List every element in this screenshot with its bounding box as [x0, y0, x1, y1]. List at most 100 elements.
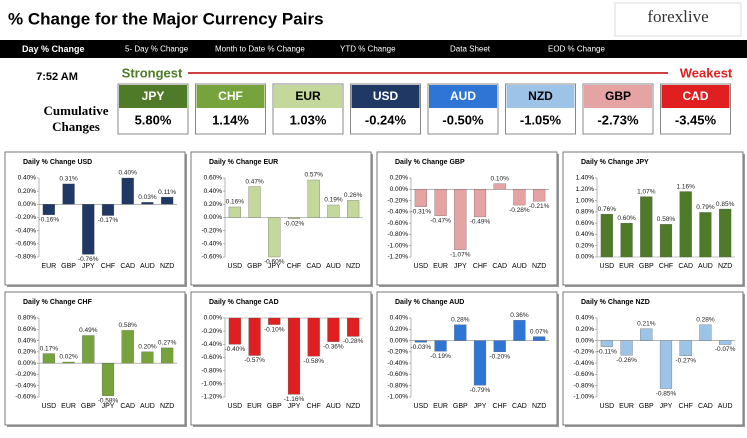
data-label: -0.16%: [39, 217, 60, 224]
data-label: -0.47%: [430, 218, 451, 225]
tile-value: -0.24%: [365, 112, 407, 127]
y-tick-label: 0.20%: [390, 175, 409, 182]
x-tick-label: NZD: [532, 263, 546, 270]
y-tick-label: 0.20%: [576, 326, 595, 333]
x-tick-label: CAD: [120, 263, 135, 270]
x-tick-label: AUD: [326, 263, 341, 270]
x-tick-label: AUD: [140, 263, 155, 270]
panel: [190, 291, 372, 426]
panel: [562, 151, 744, 286]
data-label: 0.49%: [79, 327, 98, 334]
y-tick-label: 0.40%: [390, 315, 409, 322]
nav-tab[interactable]: YTD % Change: [340, 45, 396, 54]
x-tick-label: NZD: [160, 403, 174, 410]
bar: [659, 340, 673, 389]
chart-panel: Daily % Change JPY1.40%1.20%1.00%0.80%0.…: [562, 151, 745, 287]
x-tick-label: GBP: [267, 403, 282, 410]
x-tick-label: CAD: [492, 263, 507, 270]
bar: [82, 204, 95, 255]
y-tick-label: -0.20%: [15, 214, 36, 221]
y-tick-label: -0.20%: [201, 328, 222, 335]
panel: [562, 291, 744, 426]
y-tick-label: -0.20%: [15, 371, 36, 378]
y-tick-label: 0.40%: [204, 188, 223, 195]
bar: [347, 317, 360, 337]
data-label: -0.36%: [323, 343, 344, 350]
data-label: -0.27%: [675, 358, 696, 365]
nav-tab[interactable]: EOD % Change: [548, 45, 605, 54]
bar: [493, 183, 506, 190]
data-label: 1.07%: [637, 188, 656, 195]
y-tick-label: 0.00%: [390, 337, 409, 344]
x-tick-label: EUR: [41, 263, 56, 270]
data-label: -0.03%: [411, 344, 432, 351]
data-label: -0.17%: [98, 217, 119, 224]
y-tick-label: 0.80%: [18, 315, 37, 322]
bar: [620, 222, 633, 258]
y-tick-label: -0.20%: [387, 197, 408, 204]
nav-tab[interactable]: Data Sheet: [450, 45, 491, 54]
data-label: 0.58%: [657, 216, 676, 223]
x-tick-label: GBP: [247, 263, 262, 270]
x-tick-label: GBP: [61, 263, 76, 270]
x-tick-label: USD: [413, 403, 428, 410]
data-label: 0.76%: [598, 206, 617, 213]
data-label: 0.21%: [637, 320, 656, 327]
bar: [600, 340, 613, 347]
data-label: -0.20%: [489, 354, 510, 361]
y-tick-label: 0.40%: [576, 315, 595, 322]
y-tick-label: -0.40%: [15, 227, 36, 234]
tile-value: -2.73%: [597, 112, 639, 127]
bar: [62, 361, 75, 364]
nav-tab[interactable]: Month to Date % Change: [215, 45, 305, 54]
y-tick-label: -0.60%: [201, 354, 222, 361]
y-tick-label: -0.80%: [573, 382, 594, 389]
data-label: 0.28%: [696, 316, 715, 323]
bar: [42, 353, 55, 364]
data-label: -0.85%: [656, 390, 677, 397]
y-tick-label: -0.80%: [15, 254, 36, 261]
nav-tab[interactable]: Day % Change: [22, 44, 85, 54]
bar: [161, 347, 174, 364]
nav-tab[interactable]: 5- Day % Change: [125, 45, 189, 54]
logo: forexlive: [647, 7, 708, 26]
bar: [414, 189, 427, 207]
x-tick-label: EUR: [619, 403, 634, 410]
data-label: 0.28%: [451, 316, 470, 323]
tile-value: 5.80%: [135, 112, 172, 127]
bar: [513, 189, 526, 206]
tile-value: -1.05%: [520, 112, 562, 127]
bar: [327, 204, 340, 218]
data-label: 0.47%: [245, 178, 264, 185]
x-tick-label: NZD: [346, 403, 360, 410]
x-tick-label: NZD: [718, 263, 732, 270]
x-tick-label: USD: [413, 263, 428, 270]
x-tick-label: CAD: [512, 403, 527, 410]
bar: [141, 202, 154, 205]
bar: [659, 224, 673, 258]
tile-currency: GBP: [605, 89, 631, 103]
data-label: 0.16%: [226, 199, 245, 206]
data-label: -0.49%: [470, 219, 491, 226]
y-tick-label: -1.00%: [387, 242, 408, 249]
chart-title: Daily % Change GBP: [395, 159, 465, 166]
y-tick-label: -0.20%: [387, 349, 408, 356]
bar: [161, 196, 174, 205]
data-label: 0.85%: [716, 201, 735, 208]
bar: [434, 340, 447, 352]
y-tick-label: -0.60%: [201, 254, 222, 261]
x-tick-label: JPY: [268, 263, 281, 270]
y-tick-label: 0.00%: [18, 201, 37, 208]
bar: [699, 324, 712, 341]
tile-currency: EUR: [295, 89, 321, 103]
data-label: 0.58%: [118, 322, 137, 329]
tile-value: -3.45%: [675, 112, 717, 127]
y-tick-label: 0.40%: [18, 337, 37, 344]
bar: [82, 335, 95, 364]
tile-currency: USD: [373, 89, 399, 103]
chart-panel: Daily % Change USD0.40%0.20%0.00%-0.20%-…: [4, 151, 187, 287]
bar: [414, 340, 427, 343]
x-tick-label: JPY: [454, 263, 467, 270]
bar: [533, 336, 546, 341]
bar: [640, 328, 653, 341]
